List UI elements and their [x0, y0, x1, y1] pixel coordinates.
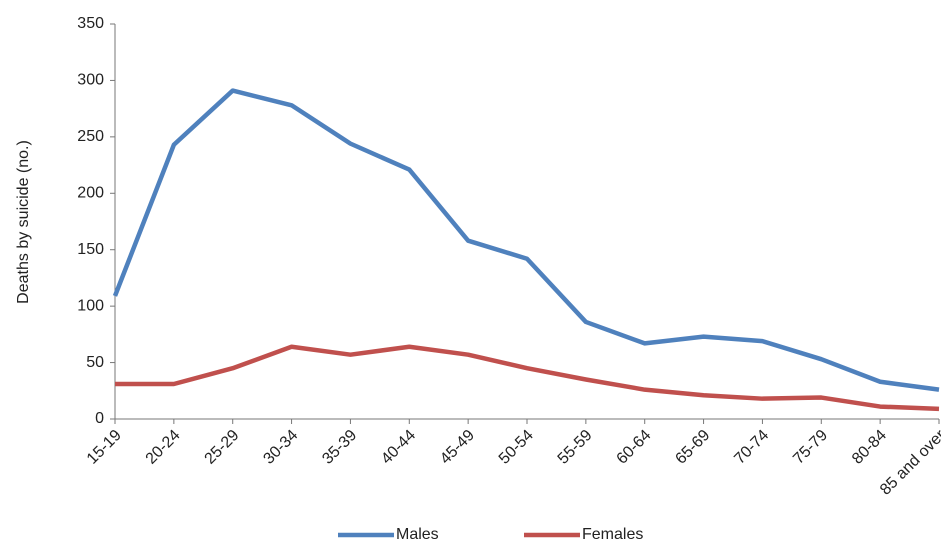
y-tick-label: 200: [77, 185, 104, 202]
x-tick-label: 45-49: [437, 427, 478, 468]
y-axis-label: Deaths by suicide (no.): [15, 140, 32, 304]
x-tick-label: 55-59: [555, 427, 596, 468]
series-line: [115, 344, 940, 412]
x-tick-label: 70-74: [731, 427, 772, 468]
y-tick-label: 250: [77, 128, 104, 145]
x-tick-label: 15-19: [84, 427, 125, 468]
x-tick-label: 30-34: [260, 427, 301, 468]
x-tick-label: 25-29: [202, 427, 243, 468]
legend-label: Females: [582, 526, 643, 543]
y-tick-label: 100: [77, 297, 104, 314]
legend-label: Males: [396, 526, 439, 543]
x-tick-label: 75-79: [790, 427, 831, 468]
series-line: [112, 88, 940, 392]
x-tick-label: 20-24: [143, 427, 184, 468]
y-tick-label: 350: [77, 15, 104, 32]
y-tick-label: 300: [77, 72, 104, 89]
x-tick-label: 80-84: [849, 427, 890, 468]
y-tick-label: 50: [86, 354, 104, 371]
x-tick-label: 60-64: [614, 427, 655, 468]
x-tick-label: 65-69: [672, 427, 713, 468]
x-tick-label: 40-44: [378, 427, 419, 468]
x-tick-label: 35-39: [319, 427, 360, 468]
y-tick-label: 150: [77, 241, 104, 258]
x-tick-label: 50-54: [496, 427, 537, 468]
y-tick-label: 0: [95, 410, 104, 427]
